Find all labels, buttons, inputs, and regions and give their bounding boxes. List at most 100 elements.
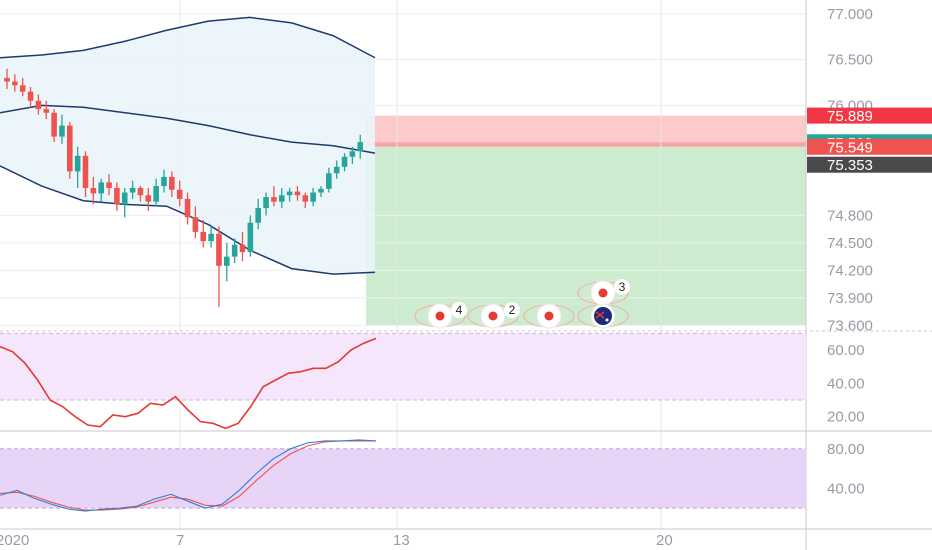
candle[interactable]	[43, 100, 50, 120]
stochastic-band	[0, 448, 806, 509]
candle-body	[98, 182, 104, 194]
candle[interactable]	[4, 68, 10, 89]
australia-flag-icon	[594, 307, 612, 325]
candle-body	[310, 192, 316, 202]
candle-body	[184, 198, 191, 218]
candle-body	[255, 208, 261, 223]
candle-body	[231, 244, 238, 257]
candle[interactable]	[19, 77, 26, 97]
candle-body	[200, 231, 207, 242]
candle[interactable]	[106, 174, 112, 196]
economic-event-flag[interactable]	[523, 303, 575, 329]
stochastic-d-line	[0, 440, 376, 511]
candle[interactable]	[90, 176, 97, 205]
candle[interactable]	[145, 187, 152, 211]
stochastic-axis-tick-label: 80.00	[827, 441, 865, 458]
candle-body	[121, 192, 128, 205]
price-tag-label: 75.889	[827, 108, 873, 125]
candle[interactable]	[161, 169, 167, 193]
australia-flag-cross	[595, 311, 605, 319]
candle[interactable]	[27, 87, 34, 108]
economic-event-flag[interactable]: 4	[414, 302, 467, 329]
candle-body	[35, 100, 42, 110]
candle[interactable]	[326, 167, 332, 193]
candle[interactable]	[12, 74, 18, 92]
candle[interactable]	[200, 220, 207, 248]
candle[interactable]	[247, 215, 254, 257]
japan-flag-icon	[435, 311, 445, 321]
rsi-axis-tick-label: 20.00	[827, 409, 865, 426]
candle-body	[294, 191, 301, 196]
candle[interactable]	[224, 242, 230, 282]
candle[interactable]	[114, 182, 120, 211]
rsi-axis-tick-label: 40.00	[827, 375, 865, 392]
bollinger-upper-line	[0, 16, 376, 59]
candle[interactable]	[216, 226, 222, 308]
candle[interactable]	[35, 94, 42, 115]
take-profit-zone[interactable]	[366, 146, 806, 326]
candle-body	[51, 112, 57, 137]
candle[interactable]	[263, 192, 269, 216]
price-tag-target[interactable]: 75.353	[807, 156, 932, 175]
candle[interactable]	[121, 187, 128, 218]
candle[interactable]	[357, 134, 364, 159]
candle[interactable]	[192, 206, 199, 239]
candle[interactable]	[51, 109, 57, 143]
candle-body	[247, 222, 254, 253]
event-count-label: 3	[619, 280, 626, 294]
price-axis-tick-label: 73.600	[827, 317, 873, 334]
candle[interactable]	[231, 238, 238, 264]
candle-body	[302, 195, 309, 202]
candle[interactable]	[255, 198, 261, 230]
candle[interactable]	[98, 178, 104, 202]
price-tag-background	[807, 156, 932, 173]
candle-body	[59, 125, 65, 137]
candle[interactable]	[74, 146, 81, 188]
candle[interactable]	[239, 231, 246, 262]
candle[interactable]	[67, 121, 73, 179]
candle[interactable]	[153, 178, 159, 207]
candle[interactable]	[318, 186, 324, 198]
candle[interactable]	[310, 187, 316, 207]
price-tag-stop[interactable]: 75.889	[807, 107, 932, 126]
entry-zone[interactable]	[366, 142, 806, 147]
event-count-badge	[614, 279, 630, 295]
economic-event-flag[interactable]: 3	[577, 279, 630, 306]
candle-body	[106, 182, 112, 188]
candle[interactable]	[349, 146, 356, 165]
price-tag-entry[interactable]: 75.549	[807, 138, 932, 157]
candle-body	[43, 109, 50, 113]
candle[interactable]	[271, 186, 277, 207]
candle[interactable]	[341, 153, 348, 172]
candle-body	[114, 187, 120, 205]
candle[interactable]	[82, 151, 89, 198]
stop-loss-zone[interactable]	[366, 115, 806, 147]
economic-event-flag[interactable]: 2	[467, 302, 520, 329]
candle-body	[161, 176, 167, 187]
candle-body	[145, 195, 152, 202]
candle-body	[153, 186, 159, 202]
japan-flag-icon	[488, 311, 498, 321]
candle[interactable]	[302, 192, 309, 209]
bollinger-middle-line	[0, 104, 376, 154]
australia-flag-star	[605, 318, 609, 322]
candle[interactable]	[184, 192, 191, 225]
candle[interactable]	[129, 180, 136, 199]
candle-body	[341, 156, 348, 167]
candle[interactable]	[278, 187, 285, 209]
candle-body	[82, 155, 89, 188]
candle-body	[278, 195, 285, 202]
candle[interactable]	[286, 187, 293, 202]
price-tag-background	[807, 107, 932, 124]
candle[interactable]	[169, 171, 175, 198]
price-axis-tick-label: 74.800	[827, 207, 873, 224]
rsi-axis-tick-label: 60.00	[827, 342, 865, 359]
candle[interactable]	[208, 224, 214, 248]
candle[interactable]	[333, 160, 340, 179]
candle[interactable]	[294, 186, 301, 201]
candle[interactable]	[176, 180, 183, 207]
candle[interactable]	[137, 186, 144, 202]
candle-body	[263, 197, 269, 209]
candle[interactable]	[59, 114, 65, 144]
